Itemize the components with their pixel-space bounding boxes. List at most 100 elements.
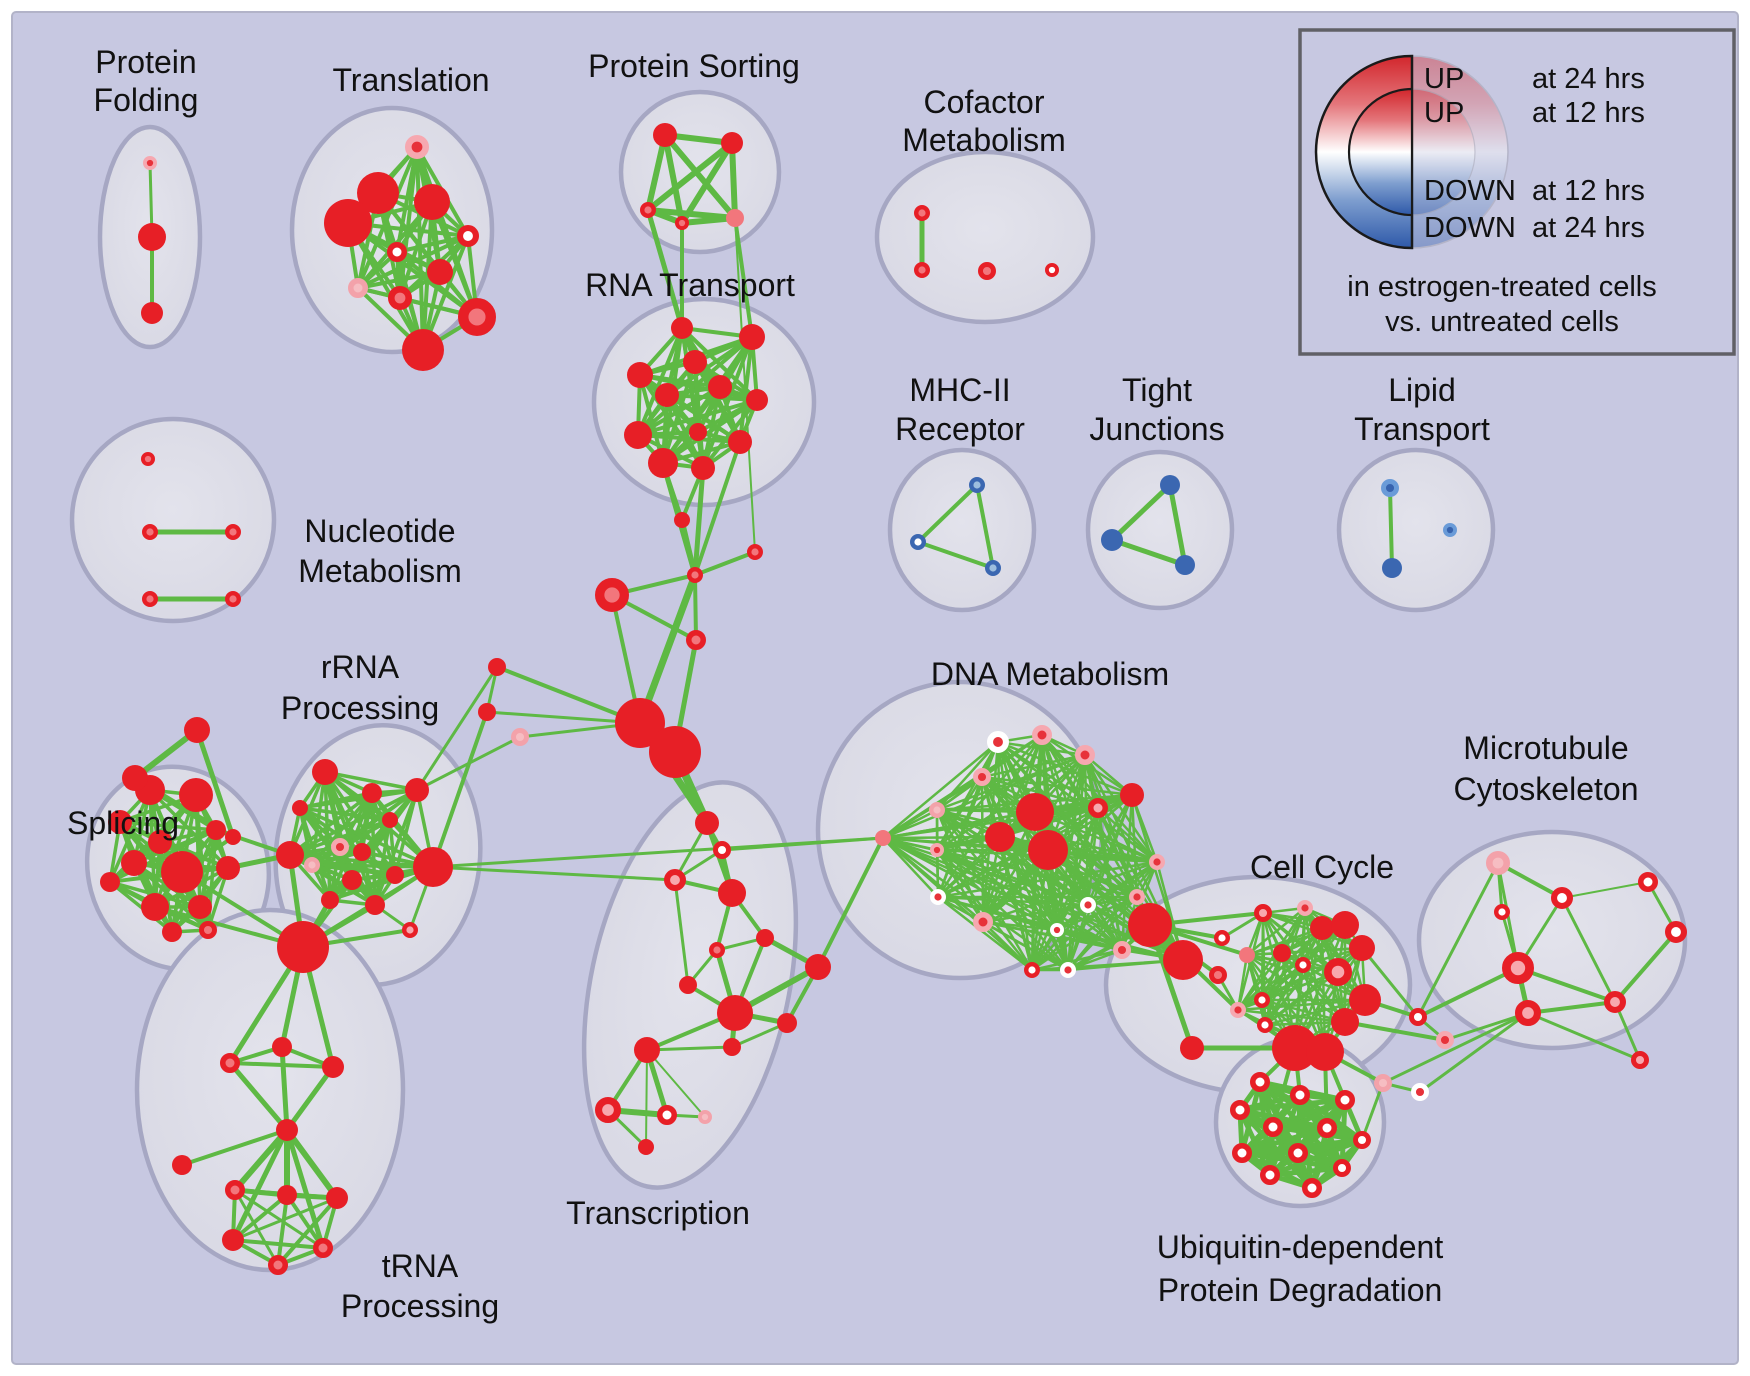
edge (1416, 966, 1520, 1019)
cluster-label-cofactor-metabolism: Cofactor Metabolism (902, 84, 1066, 158)
node (718, 879, 746, 907)
node (914, 204, 931, 221)
node (1016, 793, 1054, 831)
cluster-label-tight-junctions: Tight Junctions (1089, 372, 1224, 447)
legend-time-label: at 24 hrs (1532, 212, 1645, 244)
node (220, 1053, 240, 1073)
node (1128, 903, 1172, 947)
node (969, 477, 986, 494)
edge (1236, 998, 1367, 1012)
node (712, 840, 731, 859)
edge (1613, 930, 1678, 1004)
edge (1443, 1011, 1530, 1042)
node (277, 921, 329, 973)
edge (415, 665, 499, 792)
edge (485, 710, 642, 725)
node (1493, 904, 1510, 921)
node (121, 850, 147, 876)
node (615, 698, 665, 748)
legend-wheel-half (1347, 87, 1414, 217)
edge (388, 818, 397, 877)
node (402, 922, 419, 939)
edge (916, 540, 995, 570)
node (1230, 1100, 1250, 1120)
legend-direction-label: UP (1424, 63, 1464, 95)
edge (816, 836, 885, 969)
node (686, 630, 706, 650)
cluster-label-nucleotide-metabolism: Nucleotide Metabolism (298, 513, 462, 589)
node (721, 132, 743, 154)
node (1256, 1017, 1273, 1034)
node (1079, 897, 1096, 914)
legend-box (1298, 28, 1736, 356)
node (985, 560, 1002, 577)
node (1229, 1002, 1246, 1019)
edge (288, 853, 377, 907)
edge (1561, 881, 1649, 899)
node (1604, 991, 1627, 1014)
edge (1109, 537, 1188, 568)
edge (980, 753, 1087, 779)
node (188, 895, 212, 919)
edge (1066, 860, 1159, 972)
edge (284, 1064, 336, 1133)
edge (279, 1044, 290, 1133)
edge (981, 920, 1070, 972)
nodes-protein-folding (138, 156, 166, 324)
node (1443, 522, 1458, 537)
node (1160, 475, 1180, 495)
edge (1526, 1000, 1617, 1015)
edge (298, 806, 435, 869)
nodes-trna-processing (172, 1037, 348, 1275)
edge (692, 465, 706, 578)
node (1332, 1158, 1351, 1177)
edge (1030, 958, 1185, 972)
edge (998, 835, 1124, 952)
edge (180, 1128, 289, 1167)
edge (638, 373, 705, 470)
edge (881, 753, 1087, 840)
node (458, 298, 497, 337)
node (674, 512, 690, 528)
node (1112, 940, 1131, 959)
node (510, 727, 529, 746)
node (1349, 935, 1375, 961)
node (973, 912, 993, 932)
edge (645, 140, 735, 213)
node (664, 869, 687, 892)
edge (1030, 860, 1159, 972)
node (1128, 889, 1145, 906)
node (1272, 1025, 1318, 1071)
edge (1280, 946, 1364, 955)
node (206, 820, 226, 840)
edge (936, 895, 1090, 907)
node (695, 811, 719, 835)
node (1302, 1178, 1322, 1198)
node (1352, 1130, 1371, 1149)
edges-protein-sorting (645, 132, 738, 226)
node (1288, 1143, 1308, 1163)
edge (673, 878, 690, 987)
cluster-ellipse-mhc-ii-receptor (887, 447, 1037, 613)
node (930, 889, 947, 906)
node (648, 448, 678, 478)
node (321, 891, 339, 909)
cluster-label-ubiquitin-degradation: Ubiquitin-dependent Protein Degradation (1157, 1229, 1444, 1308)
edge (1260, 998, 1347, 1024)
node (1331, 1008, 1359, 1036)
node (386, 866, 404, 884)
node (805, 954, 831, 980)
edge (1236, 963, 1305, 1012)
node (689, 423, 707, 441)
cluster-ellipse-nucleotide-metabolism (69, 416, 277, 624)
node (148, 830, 172, 854)
edge (158, 840, 174, 934)
edge (1236, 953, 1249, 1012)
nodes-splicing (100, 717, 241, 942)
edge (693, 550, 757, 577)
node (161, 851, 203, 893)
node (404, 135, 429, 160)
node (671, 317, 693, 339)
edge (231, 1193, 289, 1242)
